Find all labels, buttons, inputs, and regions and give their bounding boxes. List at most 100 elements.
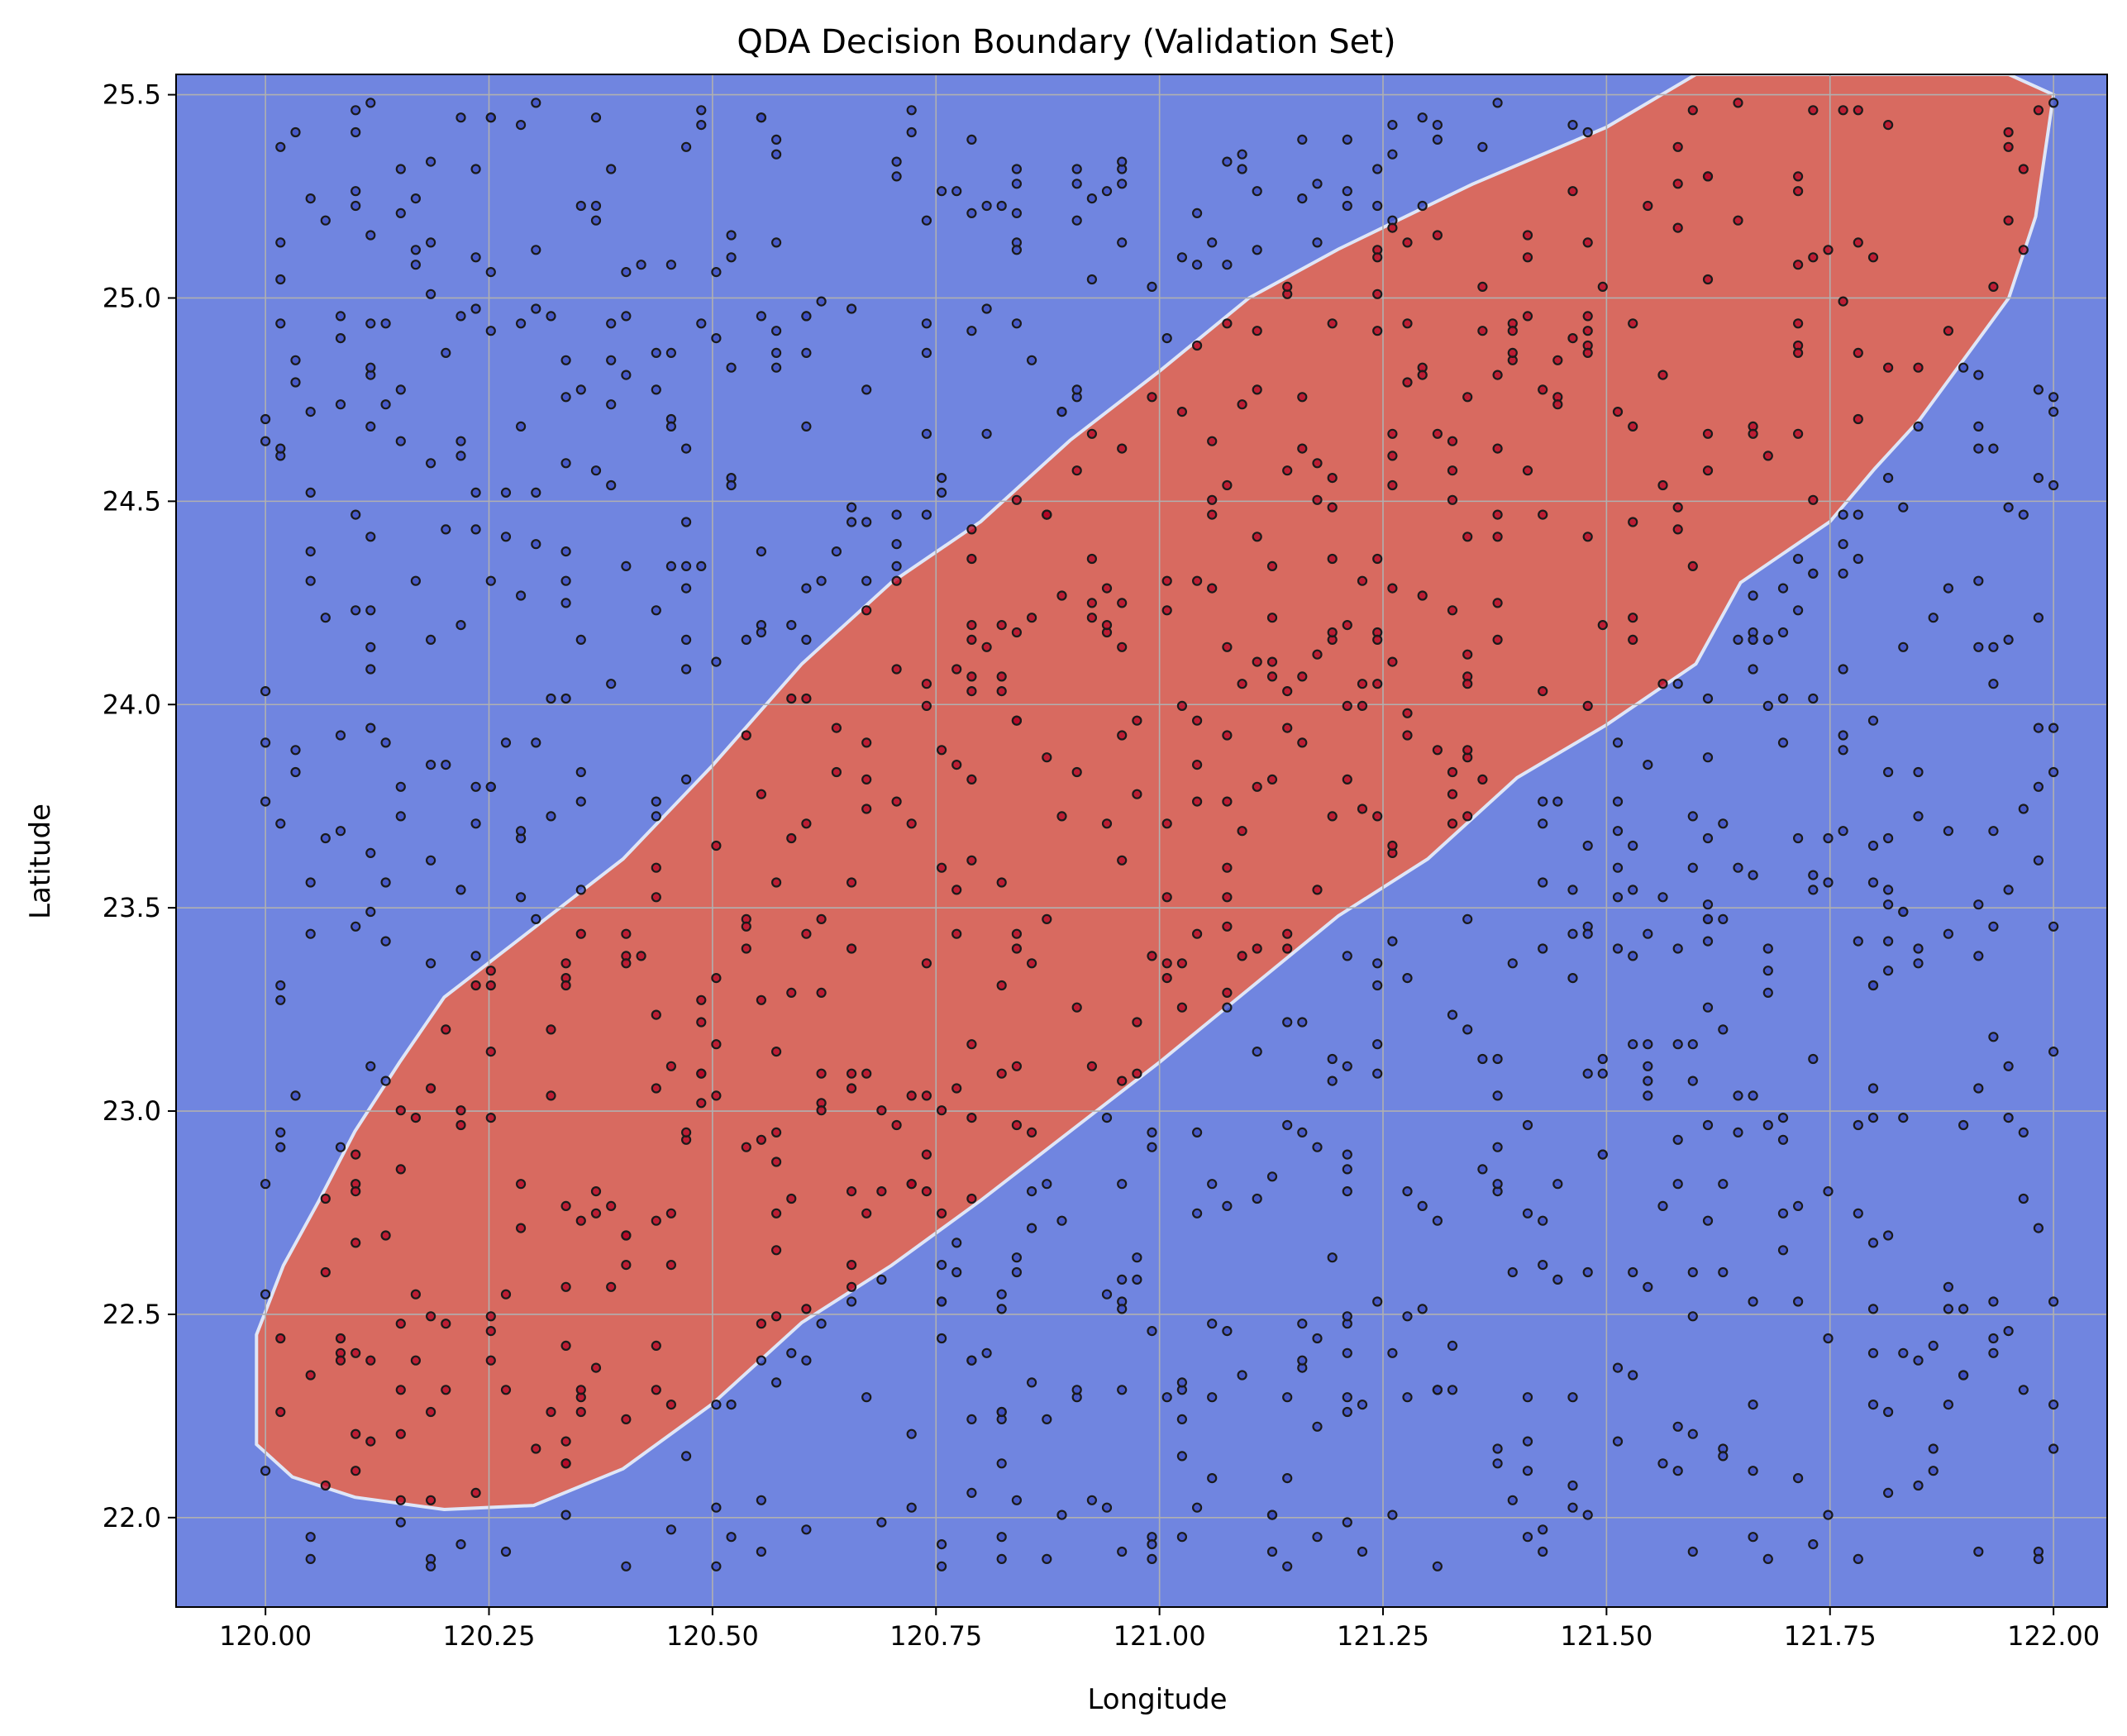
data-point-class-0 [906,126,917,138]
data-point-class-1 [711,972,722,984]
axes-frame [175,74,2108,1608]
data-point-class-0 [1687,1428,1698,1439]
data-point-class-0 [1898,906,1909,918]
data-point-class-1 [1672,141,1683,152]
data-point-class-1 [756,789,767,799]
data-point-class-1 [1026,1127,1037,1138]
data-point-class-1 [831,766,842,778]
data-point-class-0 [1867,1399,1879,1410]
data-point-class-0 [351,105,361,116]
data-point-class-1 [1477,326,1488,336]
data-point-class-1 [1913,362,1924,373]
data-point-class-0 [1612,892,1624,903]
data-point-class-0 [741,634,751,646]
data-point-class-1 [741,730,751,741]
data-point-class-1 [1327,553,1338,565]
data-point-class-0 [275,1127,286,1138]
data-point-class-1 [441,1385,451,1395]
data-point-class-0 [1056,407,1067,417]
data-point-class-0 [455,451,466,461]
data-point-class-1 [1883,120,1894,131]
data-point-class-1 [1628,613,1638,623]
data-point-class-1 [1853,413,1863,425]
data-point-class-0 [1943,826,1953,837]
data-point-class-0 [1748,1532,1758,1543]
data-point-class-0 [801,421,812,432]
data-point-class-0 [410,260,421,270]
data-point-class-0 [1777,693,1789,704]
data-point-class-1 [1071,1002,1082,1013]
data-point-class-1 [1657,479,1668,491]
data-point-class-0 [861,575,872,586]
data-point-class-0 [305,575,316,586]
data-point-class-0 [500,487,512,498]
data-point-class-0 [290,745,301,756]
data-point-class-0 [1628,1039,1638,1050]
data-point-class-0 [996,1532,1007,1543]
data-point-class-1 [651,1215,661,1226]
data-point-class-0 [1417,1304,1428,1314]
data-point-class-1 [2003,215,2014,226]
data-point-class-1 [410,1289,421,1300]
data-point-class-0 [425,289,436,299]
data-point-class-0 [1492,1458,1503,1469]
data-point-class-0 [365,847,376,859]
data-point-class-1 [500,1385,512,1395]
data-point-class-1 [1222,987,1233,999]
data-point-class-0 [1748,1090,1758,1101]
data-point-class-1 [351,1238,361,1248]
data-point-class-0 [1417,112,1428,123]
data-point-class-0 [560,1509,571,1520]
data-point-class-1 [786,693,797,704]
data-point-class-1 [651,1385,661,1395]
data-point-class-0 [1973,1546,1984,1557]
data-point-class-0 [1117,237,1128,248]
data-point-class-0 [801,634,812,646]
data-point-class-0 [1207,1179,1218,1190]
data-point-class-0 [1718,1451,1729,1462]
data-point-class-0 [680,443,692,454]
data-point-class-0 [365,532,376,542]
data-point-class-0 [470,818,481,829]
data-point-class-1 [1207,583,1218,594]
data-point-class-0 [1372,164,1383,174]
data-point-class-0 [861,1392,872,1403]
data-point-class-0 [1086,1495,1098,1505]
data-point-class-1 [651,892,661,903]
data-point-class-0 [1838,568,1848,579]
data-point-class-0 [1762,943,1773,954]
y-axis-label: Latitude [24,804,57,919]
data-point-class-0 [1913,1355,1924,1366]
data-point-class-0 [1492,1179,1503,1190]
data-point-class-1 [2018,245,2029,255]
data-point-class-1 [560,980,571,991]
data-point-class-1 [1672,179,1683,189]
data-point-class-0 [996,1304,1007,1314]
data-point-class-0 [1552,796,1563,807]
data-point-class-0 [651,796,661,807]
data-point-class-1 [606,1200,617,1212]
data-point-class-0 [1342,951,1352,961]
y-tick-label: 23.5 [103,892,161,923]
data-point-class-1 [425,1406,436,1418]
data-point-class-1 [801,818,812,829]
data-point-class-0 [816,1319,827,1329]
data-point-class-1 [1507,347,1518,358]
data-point-class-0 [1342,1185,1352,1197]
data-point-class-0 [260,436,271,446]
data-point-class-0 [1042,1414,1052,1425]
data-point-class-0 [1867,1083,1879,1094]
data-point-class-1 [1387,479,1398,491]
data-point-class-1 [1147,951,1157,961]
data-point-class-1 [395,1319,406,1329]
data-point-class-1 [1597,281,1608,292]
data-point-class-0 [560,575,571,586]
data-point-class-0 [305,487,316,498]
data-point-class-0 [651,605,661,616]
data-point-class-0 [756,112,767,123]
data-point-class-1 [1342,700,1352,712]
data-point-class-1 [380,1230,391,1241]
data-point-class-0 [770,326,782,336]
data-point-class-1 [891,796,902,807]
data-point-class-0 [891,560,902,572]
